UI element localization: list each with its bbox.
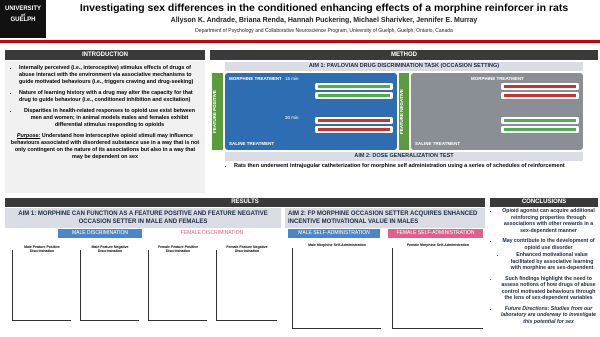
trial-row (501, 126, 579, 133)
sub-heading: FEMALE SELF-ADMINISTRATION (388, 229, 483, 238)
intro-list: Internally perceived (i.e., interoceptiv… (10, 65, 200, 129)
aim-banner: AIM 2: FP MORPHINE OCCASION SETTER ACQUI… (285, 208, 485, 228)
plot-title: Male Feature Negative Discrimination (91, 245, 129, 253)
plot: Male Feature Positive Discrimination (12, 245, 71, 321)
aim-banner: AIM 1: MORPHINE CAN FUNCTION AS A FEATUR… (5, 208, 281, 228)
plot: Male Feature Negative Discrimination (80, 245, 139, 321)
plot-title: Female Feature Positive Discrimination (157, 245, 199, 253)
fp-label: FEATURE POSITIVE (212, 73, 223, 150)
label: 30 min (285, 115, 299, 120)
plot-title: Male Morphine Self-Administration (308, 243, 366, 247)
plot: Female Morphine Self-Administration (392, 243, 483, 329)
conclusions-body: Opioid agonist can acquire additional re… (490, 208, 598, 337)
bullet: Disparities in health-related responses … (19, 108, 200, 129)
label: MORPHINE TREATMENT (471, 76, 524, 81)
bullet: Such findings highlight the need to asse… (499, 276, 598, 302)
bullet: Opioid agonist can acquire additional re… (499, 208, 598, 234)
divider (0, 40, 600, 43)
aim-banner: AIM 1: PAVLOVIAN DRUG DISCRIMINATION TAS… (225, 62, 583, 71)
sub-bullet: Enhanced motivational value facilitated … (506, 252, 598, 272)
affiliation: Department of Psychology and Collaborati… (195, 28, 453, 34)
intro-body: Internally perceived (i.e., interoceptiv… (5, 61, 205, 193)
bullet: Nature of learning history with a drug m… (19, 90, 200, 104)
section-heading: INTRODUCTION (5, 50, 205, 60)
section-heading: CONCLUSIONS (490, 198, 598, 207)
section-heading: METHOD (210, 50, 598, 60)
sub-heading: MALE DISCRIMINATION (58, 229, 142, 238)
plot: Female Feature Positive Discrimination (148, 245, 207, 321)
label: SALINE TREATMENT (229, 141, 275, 146)
plot: Male Morphine Self-Administration (292, 243, 381, 329)
diagram-box: MORPHINE TREATMENT SALINE TREATMENT (411, 73, 583, 150)
bullet: May contribute to the development of opi… (499, 238, 598, 251)
section-heading: RESULTS (5, 198, 485, 207)
bullet: Rats then underwent intrajugular cathete… (234, 163, 583, 170)
aim2-text: Rats then underwent intrajugular cathete… (225, 163, 583, 174)
sub-heading: FEMALE DISCRIMINATION (170, 229, 254, 238)
logo-text: UNIVERSITY (4, 6, 41, 12)
purpose-text: Understand how interoceptive opioid stim… (10, 133, 200, 160)
bullet: Future Directions: Studies from our labo… (499, 306, 598, 326)
plot-title: Female Feature Negative Discrimination (226, 245, 268, 253)
trial-row (315, 117, 393, 124)
trial-row (315, 92, 393, 99)
title: Investigating sex differences in the con… (79, 2, 569, 14)
fn-label: FEATURE NEGATIVE (399, 73, 409, 150)
purpose-label: Purpose: (16, 133, 41, 139)
aim-banner: AIM 2: DOSE GENERALIZATION TEST (225, 152, 583, 161)
bullet: Internally perceived (i.e., interoceptiv… (19, 65, 200, 86)
trial-row (501, 83, 579, 90)
logo-text: GUELPH (10, 17, 36, 23)
plot-title: Male Feature Positive Discrimination (24, 245, 60, 253)
sub-heading: MALE SELF-ADMINISTRATION (288, 229, 380, 238)
label: SALINE TREATMENT (415, 141, 461, 146)
trial-row (501, 117, 579, 124)
trial-row (501, 92, 579, 99)
logo-text: of (21, 12, 25, 17)
trial-row (315, 83, 393, 90)
label: MORPHINE TREATMENT (229, 76, 282, 81)
trial-row (315, 126, 393, 133)
plot-title: Female Morphine Self-Administration (406, 243, 470, 247)
authors: Allyson K. Andrade, Briana Renda, Hannah… (170, 17, 478, 24)
logo: UNIVERSITY of GUELPH (0, 0, 46, 38)
label: 15 min (285, 76, 299, 81)
plot: Female Feature Negative Discrimination (216, 245, 277, 321)
diagram-box: MORPHINE TREATMENT 15 min 30 min SALINE … (225, 73, 397, 150)
